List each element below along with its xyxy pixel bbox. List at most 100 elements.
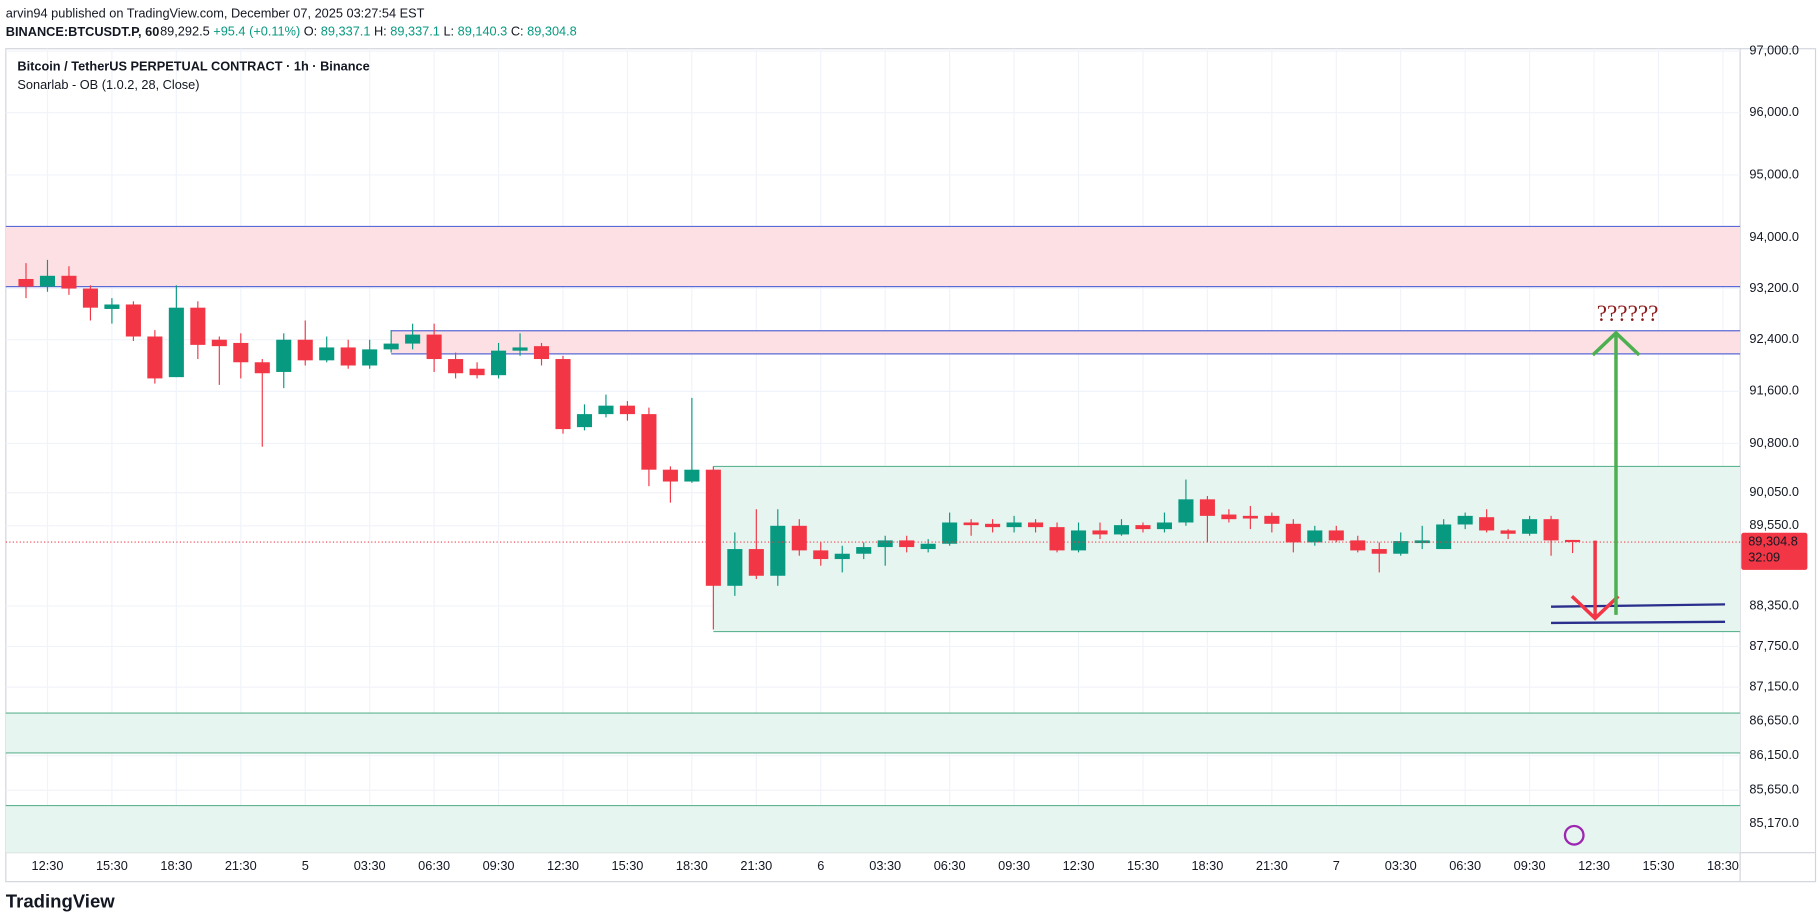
y-tick-label: 85,170.0: [1749, 815, 1799, 830]
x-tick-label: 15:30: [1127, 858, 1159, 873]
order-block: [391, 330, 1741, 354]
candle-body: [61, 275, 77, 289]
candle-body: [383, 343, 399, 350]
y-tick-label: 87,150.0: [1749, 679, 1799, 694]
x-tick-label: 21:30: [1256, 858, 1288, 873]
candle-body: [791, 525, 807, 551]
candle-body: [899, 540, 915, 548]
indicator: Sonarlab - OB (1.0.2, 28, Close): [17, 77, 199, 92]
x-tick-label: 09:30: [483, 858, 515, 873]
annotation: ??????: [1597, 301, 1659, 327]
x-tick-label: 03:30: [869, 858, 901, 873]
candle-body: [619, 405, 635, 415]
quote-part: L:: [443, 24, 454, 39]
candle-body: [340, 347, 356, 366]
event-icon: [1563, 824, 1585, 846]
y-tick-label: 89,550.0: [1749, 517, 1799, 532]
candle-body: [1049, 527, 1065, 551]
x-tick-label: 06:30: [418, 858, 450, 873]
y-tick-label: 85,650.0: [1749, 782, 1799, 797]
quote-part: 89,140.3: [458, 24, 508, 39]
candle-body: [1565, 539, 1581, 543]
candle-body: [856, 547, 872, 554]
candle-body: [963, 522, 979, 526]
candle-body: [1135, 525, 1151, 530]
candle-body: [491, 350, 507, 376]
candle-body: [125, 304, 141, 337]
x-tick-label: 06:30: [1449, 858, 1481, 873]
order-block: [5, 713, 1741, 753]
candle-body: [1328, 530, 1344, 541]
x-tick-label: 06:30: [934, 858, 966, 873]
x-tick-label: 18:30: [1191, 858, 1223, 873]
candle-body: [1242, 515, 1258, 519]
candle-body: [1092, 530, 1108, 535]
candle-body: [748, 549, 764, 576]
candle-body: [834, 553, 850, 560]
x-tick-label: 15:30: [611, 858, 643, 873]
last-price-tag: [1741, 532, 1808, 570]
quote-part: 89,304.8: [527, 24, 577, 39]
x-tick-label: 7: [1333, 858, 1340, 873]
quote-part: 89,337.1: [390, 24, 440, 39]
candle-body: [297, 339, 313, 361]
candle-body: [533, 346, 550, 360]
candle-body: [1479, 517, 1495, 531]
candle-body: [1070, 530, 1087, 551]
candle-body: [877, 540, 893, 548]
candle-body: [190, 307, 206, 345]
order-block: [5, 226, 1741, 287]
y-tick-label: 97,000.0: [1749, 43, 1799, 58]
x-tick-label: 03:30: [354, 858, 386, 873]
candle-body: [1006, 522, 1022, 528]
x-tick-label: 15:30: [96, 858, 128, 873]
candle-body: [254, 362, 270, 374]
candle-body: [641, 414, 657, 470]
candle-body: [598, 405, 614, 415]
y-tick-label: 95,000.0: [1749, 166, 1799, 181]
order-block: [713, 466, 1741, 632]
x-tick-label: 21:30: [740, 858, 772, 873]
candle-body: [211, 339, 227, 347]
candle-body: [82, 288, 98, 308]
candle-body: [1414, 540, 1430, 544]
candle-body: [1156, 522, 1172, 530]
quote-part: 89,292.5: [160, 24, 210, 39]
candle-body: [1371, 549, 1387, 554]
candle-body: [727, 549, 743, 586]
x-tick-label: 03:30: [1385, 858, 1417, 873]
x-tick-label: 12:30: [547, 858, 579, 873]
frame: [5, 48, 1817, 883]
candle-body: [920, 543, 936, 550]
candle-body: [985, 523, 1001, 528]
quote-part: 89,337.1: [321, 24, 371, 39]
candle-body: [705, 469, 721, 586]
candle-body: [104, 304, 120, 309]
candle-body: [276, 339, 292, 372]
order-block: [5, 805, 1741, 853]
candle-body: [1199, 499, 1215, 516]
candle-body: [426, 334, 442, 360]
y-tick-label: 90,800.0: [1749, 435, 1799, 450]
candle-body: [1457, 515, 1473, 525]
candle-body: [1285, 523, 1301, 543]
published-line: arvin94 published on TradingView.com, De…: [6, 5, 425, 20]
candle-body: [405, 334, 421, 344]
candle-body: [1264, 515, 1280, 524]
candle-body: [1393, 541, 1409, 554]
candle-body: [448, 359, 464, 374]
y-tick-label: 94,000.0: [1749, 229, 1799, 244]
candle-body: [576, 414, 593, 428]
candle-body: [1178, 499, 1194, 523]
y-tick-label: 96,000.0: [1749, 104, 1799, 119]
x-tick-label: 6: [817, 858, 824, 873]
candle-body: [147, 336, 163, 379]
quote-part: C:: [511, 24, 524, 39]
candle-body: [1436, 524, 1452, 550]
countdown: 32:09: [1748, 550, 1780, 565]
quote-part: +95.4 (+0.11%): [213, 24, 300, 39]
candle-body: [362, 349, 378, 366]
up-arrow: [1591, 330, 1641, 615]
candle-body: [1543, 519, 1559, 541]
